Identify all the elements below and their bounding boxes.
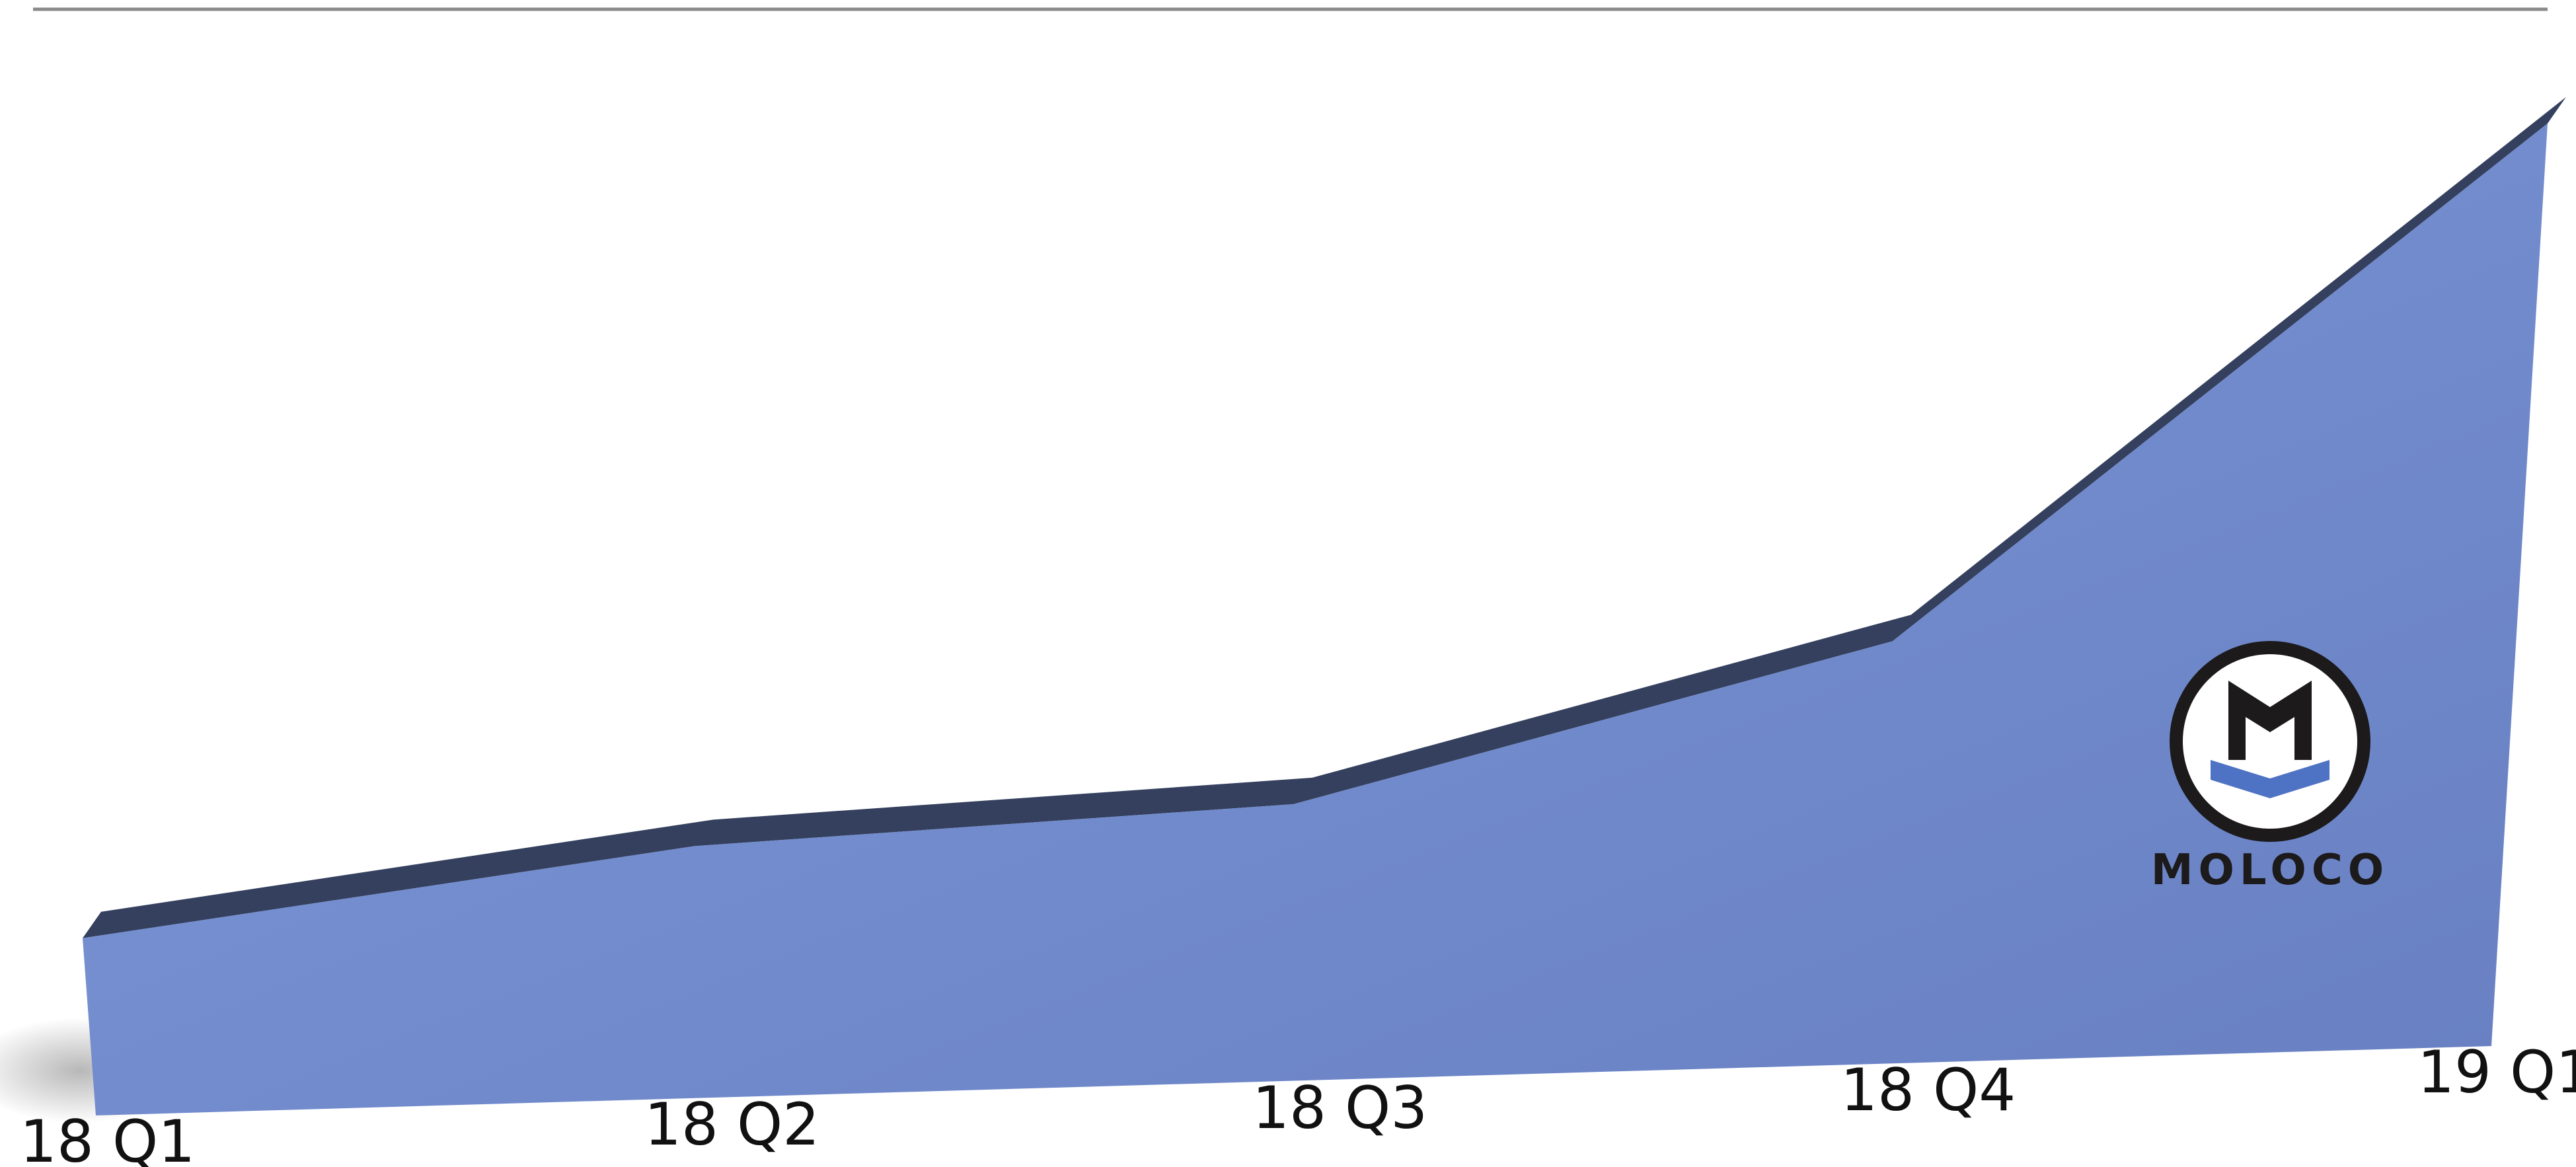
x-tick-label: 18 Q4 [1840,1056,2016,1124]
x-tick-label: 18 Q2 [644,1090,819,1158]
data-point-18-q2 [691,842,699,850]
area-series [83,123,2548,1116]
data-point-18-q3 [1290,800,1298,808]
x-tick-label: 18 Q3 [1252,1074,1427,1142]
data-point-18-q1 [79,934,87,942]
logo-wordmark: MOLOCO [2151,846,2389,895]
data-point-19-q1 [2544,120,2552,128]
x-tick-label: 18 Q1 [20,1108,195,1167]
data-point-18-q4 [1889,637,1897,645]
x-tick-label: 19 Q1 [2417,1038,2576,1106]
moloco-logo-icon: MOLOCO [2151,641,2389,895]
